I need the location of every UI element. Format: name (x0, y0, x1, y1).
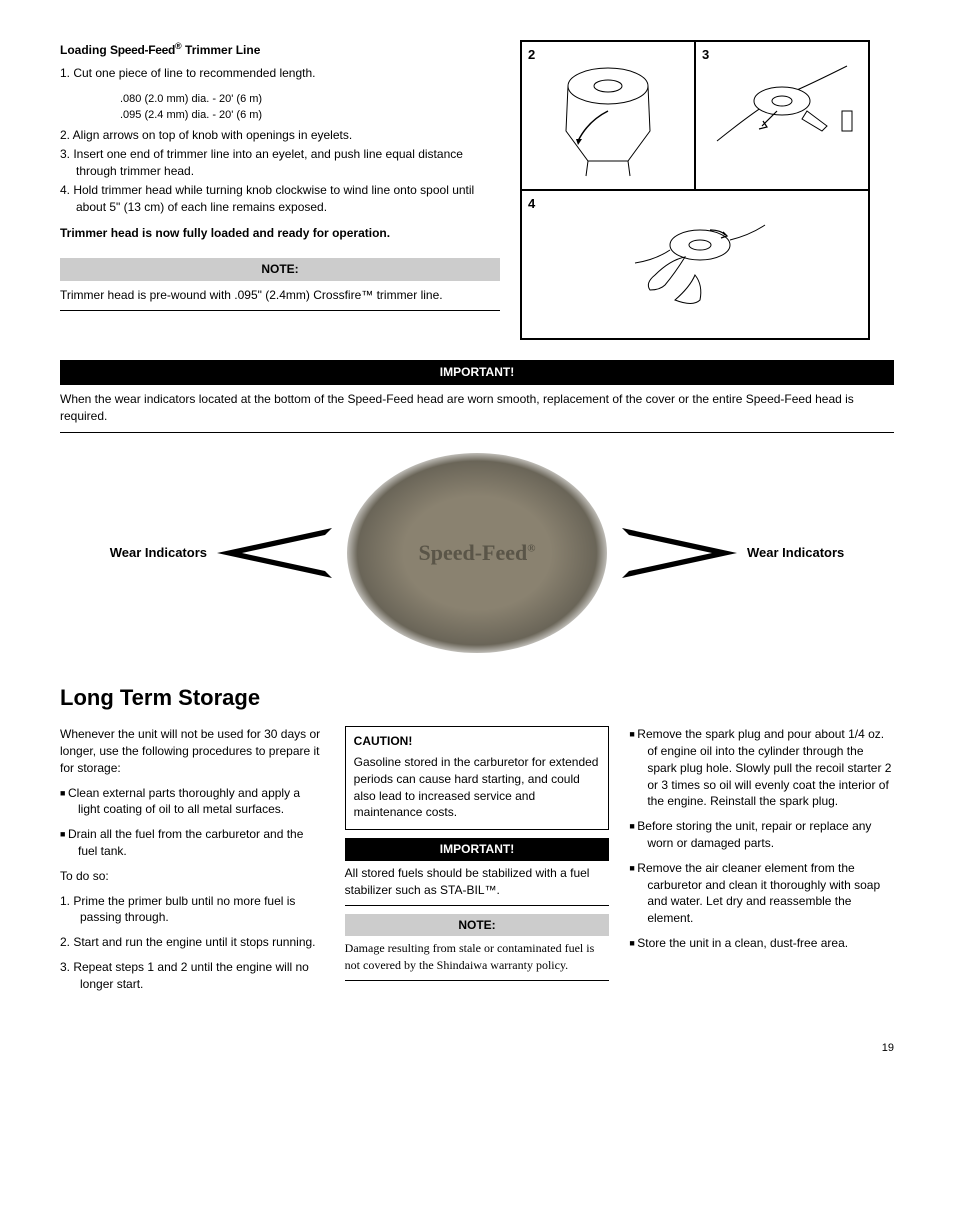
left-column: Loading Speed-Feed® Trimmer Line 1. Cut … (60, 40, 500, 340)
right-column: 2 3 (520, 40, 870, 340)
wear-indicators-section: Wear Indicators Speed-Feed® Wear Indicat… (60, 453, 894, 653)
title-p4: Trimmer Line (185, 43, 260, 57)
storage-bullets-1: Clean external parts thoroughly and appl… (60, 785, 325, 860)
diagram-illustration-2 (526, 46, 690, 185)
bullet-spark: Remove the spark plug and pour about 1/4… (629, 726, 894, 810)
diagram-cell-3: 3 (695, 41, 869, 190)
bullet-drain: Drain all the fuel from the carburetor a… (60, 826, 325, 860)
product-image: Speed-Feed® (347, 453, 607, 653)
top-section: Loading Speed-Feed® Trimmer Line 1. Cut … (60, 40, 894, 340)
note-body-2: Damage resulting from stale or contamina… (345, 940, 610, 981)
product-brand: Speed-Feed (419, 540, 528, 565)
storage-bullets-2: Remove the spark plug and pour about 1/4… (629, 726, 894, 952)
step-4: 4. Hold trimmer head while turning knob … (60, 182, 500, 216)
todo-2: 2. Start and run the engine until it sto… (60, 934, 325, 951)
diagram-grid: 2 3 (520, 40, 870, 340)
caution-title: CAUTION! (354, 733, 601, 750)
bullet-aircleaner: Remove the air cleaner element from the … (629, 860, 894, 927)
diagram-illustration-3 (700, 46, 864, 185)
steps-list-cont: 2. Align arrows on top of knob with open… (60, 127, 500, 215)
diagram-label-2: 2 (528, 46, 535, 64)
note-header-2: NOTE: (345, 914, 610, 937)
bullet-clean: Clean external parts thoroughly and appl… (60, 785, 325, 819)
arrow-right-icon (617, 523, 737, 583)
note-header: NOTE: (60, 258, 500, 281)
important-header-2: IMPORTANT! (345, 838, 610, 861)
todo-1: 1. Prime the primer bulb until no more f… (60, 893, 325, 927)
diagram-illustration-4 (526, 195, 864, 334)
diagram-label-4: 4 (528, 195, 535, 213)
todo-label: To do so: (60, 868, 325, 885)
storage-col-3: Remove the spark plug and pour about 1/4… (629, 726, 894, 1000)
diagram-label-3: 3 (702, 46, 709, 64)
section-title: Loading Speed-Feed® Trimmer Line (60, 40, 500, 59)
wear-label-right: Wear Indicators (747, 544, 844, 562)
title-p3: ® (175, 41, 182, 51)
product-text: Speed-Feed® (419, 538, 536, 569)
storage-col-2: CAUTION! Gasoline stored in the carburet… (345, 726, 610, 1000)
storage-columns: Whenever the unit will not be used for 3… (60, 726, 894, 1000)
note-body: Trimmer head is pre-wound with .095" (2.… (60, 287, 500, 311)
title-p1: Loading (60, 43, 107, 57)
loaded-text: Trimmer head is now fully loaded and rea… (60, 225, 500, 242)
diagram-cell-4: 4 (521, 190, 869, 339)
step-1b: .095 (2.4 mm) dia. - 20' (6 m) (60, 108, 500, 123)
storage-heading: Long Term Storage (60, 683, 894, 714)
page-number: 19 (60, 1041, 894, 1056)
storage-col-1: Whenever the unit will not be used for 3… (60, 726, 325, 1000)
steps-list: 1. Cut one piece of line to recommended … (60, 65, 500, 82)
caution-box: CAUTION! Gasoline stored in the carburet… (345, 726, 610, 830)
important-body-2: All stored fuels should be stabilized wi… (345, 865, 610, 906)
storage-intro: Whenever the unit will not be used for 3… (60, 726, 325, 776)
important-body-1: When the wear indicators located at the … (60, 391, 894, 434)
todo-3: 3. Repeat steps 1 and 2 until the engine… (60, 959, 325, 993)
arrow-left-icon (217, 523, 337, 583)
step-1: 1. Cut one piece of line to recommended … (60, 65, 500, 82)
wear-label-left: Wear Indicators (110, 544, 207, 562)
todo-steps: 1. Prime the primer bulb until no more f… (60, 893, 325, 993)
diagram-cell-2: 2 (521, 41, 695, 190)
important-header-1: IMPORTANT! (60, 360, 894, 385)
step-1a: .080 (2.0 mm) dia. - 20' (6 m) (60, 92, 500, 107)
step-2: 2. Align arrows on top of knob with open… (60, 127, 500, 144)
step-3: 3. Insert one end of trimmer line into a… (60, 146, 500, 180)
bullet-repair: Before storing the unit, repair or repla… (629, 818, 894, 852)
caution-body: Gasoline stored in the carburetor for ex… (354, 754, 601, 821)
bullet-store: Store the unit in a clean, dust-free are… (629, 935, 894, 952)
title-p2: Speed-Feed (110, 43, 175, 57)
